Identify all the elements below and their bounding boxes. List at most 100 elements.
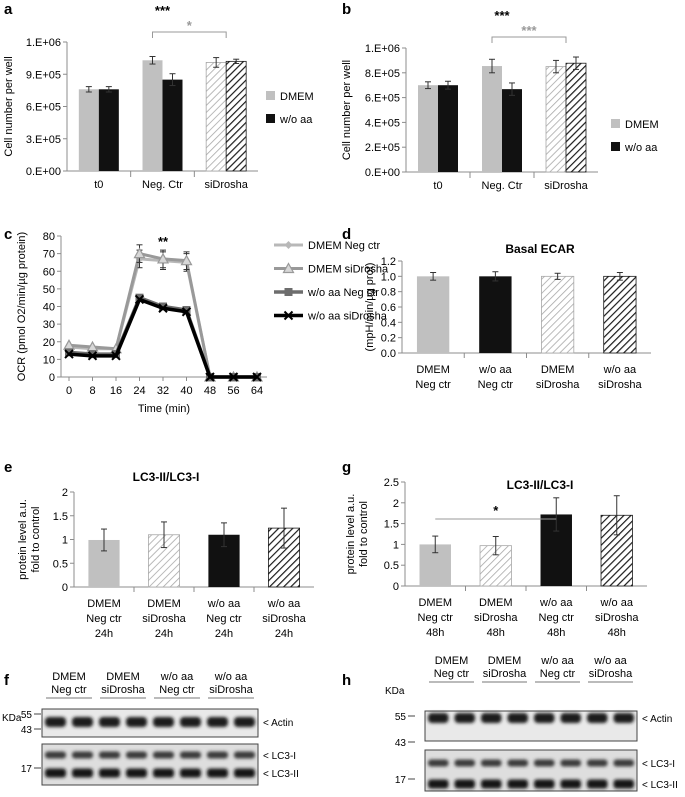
x-tick-label: 40 xyxy=(180,385,192,397)
series-w/o aa Neg ctr: w/o aa Neg ctr xyxy=(65,287,379,381)
band-lc3-ii xyxy=(507,779,528,789)
legend-label: w/o aa xyxy=(624,142,658,154)
legend-label: DMEM xyxy=(625,119,659,131)
y-tick-label: 0 xyxy=(62,582,68,594)
significance-stars: *** xyxy=(494,8,510,23)
bar-0 xyxy=(416,276,450,353)
x-axis-label: Time (min) xyxy=(138,403,190,415)
significance-bracket xyxy=(152,31,227,38)
band-lc3-ii xyxy=(613,779,634,789)
lane-label: DMEM xyxy=(435,655,469,667)
data-point xyxy=(65,348,73,357)
x-tick-label: 48 xyxy=(204,385,216,397)
y-tick-label: 0.6 xyxy=(381,302,396,314)
y-tick-label: 50 xyxy=(43,284,55,296)
data-point xyxy=(156,252,170,264)
band-label: < Actin xyxy=(263,718,293,729)
band-lc3-ii xyxy=(587,779,608,789)
legend-marker xyxy=(283,310,294,321)
band-lc3-i xyxy=(180,751,201,759)
y-axis-label: OCR (pmol O2/min/µg protein) xyxy=(16,232,28,381)
y-axis-label: (mpH/min/µg prot) xyxy=(364,263,376,352)
kda-label: KDa xyxy=(2,713,22,724)
significance-stars: ** xyxy=(158,234,169,249)
y-tick-label: 0.0 xyxy=(381,348,396,360)
x-tick-label: 56 xyxy=(227,385,239,397)
band-actin xyxy=(180,717,201,727)
band-actin xyxy=(126,717,147,727)
bar-DMEM-t0 xyxy=(78,89,99,171)
y-tick-label: 4.E+05 xyxy=(365,117,400,129)
panel-label: a xyxy=(4,1,13,18)
bar-3 xyxy=(603,275,637,354)
bar-w/o aa-siDrosha xyxy=(225,60,247,172)
band-lc3-i xyxy=(454,759,475,767)
panel-label: h xyxy=(342,672,351,689)
category-label: DMEM xyxy=(87,598,121,610)
category-label: 48h xyxy=(487,627,505,639)
y-tick-label: 10 xyxy=(43,354,55,366)
category-label: t0 xyxy=(433,180,442,192)
band-lc3-i xyxy=(613,759,634,767)
band-lc3-ii xyxy=(153,768,174,778)
significance-stars: *** xyxy=(521,23,537,38)
band-lc3-ii xyxy=(560,779,581,789)
category-label: Neg. Ctr xyxy=(142,179,183,191)
bar-w/o aa-siDrosha xyxy=(565,62,587,173)
band-actin xyxy=(153,717,174,727)
lane-label: siDrosha xyxy=(209,684,253,696)
band-actin xyxy=(207,717,228,727)
category-label: siDrosha xyxy=(204,179,248,191)
y-tick-label: 0.4 xyxy=(381,317,396,329)
y-tick-label: 1.2 xyxy=(381,256,396,268)
category-label: w/o aa xyxy=(603,364,637,376)
band-lc3-ii xyxy=(234,768,255,778)
category-label: 24h xyxy=(275,628,293,640)
category-label: siDrosha xyxy=(544,180,588,192)
band-actin xyxy=(613,713,634,723)
band-actin xyxy=(587,713,608,723)
lc3-membrane xyxy=(41,743,259,786)
band-lc3-i xyxy=(99,751,120,759)
band-lc3-ii xyxy=(72,768,93,778)
kda-label: KDa xyxy=(385,686,405,697)
data-point xyxy=(228,372,239,382)
bar-DMEM-Neg. Ctr xyxy=(482,66,502,172)
y-tick-label: 40 xyxy=(43,302,55,314)
data-point xyxy=(205,372,215,382)
y-axis-label: protein level a.u. xyxy=(17,499,29,580)
category-label: DMEM xyxy=(541,364,575,376)
bar-w/o aa-t0 xyxy=(438,85,458,172)
data-point xyxy=(252,372,262,382)
panel-label: e xyxy=(4,459,12,476)
legend-swatch xyxy=(611,119,620,128)
lane-label: w/o aa xyxy=(593,655,627,667)
legend-label: DMEM xyxy=(280,91,314,103)
significance-stars: *** xyxy=(155,3,171,18)
legend-swatch xyxy=(611,142,620,151)
y-tick-label: 0.E+00 xyxy=(26,166,61,178)
legend-swatch xyxy=(266,91,275,100)
category-label: Neg. Ctr xyxy=(482,180,523,192)
band-actin xyxy=(534,713,555,723)
band-lc3-ii xyxy=(180,768,201,778)
band-lc3-i xyxy=(153,751,174,759)
data-point xyxy=(88,350,97,359)
y-axis-label-2: fold to control xyxy=(30,506,42,572)
size-marker: 43 xyxy=(21,725,33,736)
data-point xyxy=(158,303,168,313)
band-actin xyxy=(234,717,255,727)
size-marker: 43 xyxy=(395,738,407,749)
category-label: Neg ctr xyxy=(418,612,454,624)
x-tick-label: 8 xyxy=(89,385,95,397)
size-marker: 55 xyxy=(21,710,33,721)
y-tick-label: 0.2 xyxy=(381,333,396,345)
legend-marker xyxy=(282,262,295,274)
band-actin xyxy=(428,713,449,723)
category-label: w/o aa xyxy=(267,598,301,610)
chart-title: LC3-II/LC3-I xyxy=(133,470,200,484)
band-actin xyxy=(45,717,66,727)
bar-1 xyxy=(479,276,512,353)
band-actin xyxy=(481,713,502,723)
